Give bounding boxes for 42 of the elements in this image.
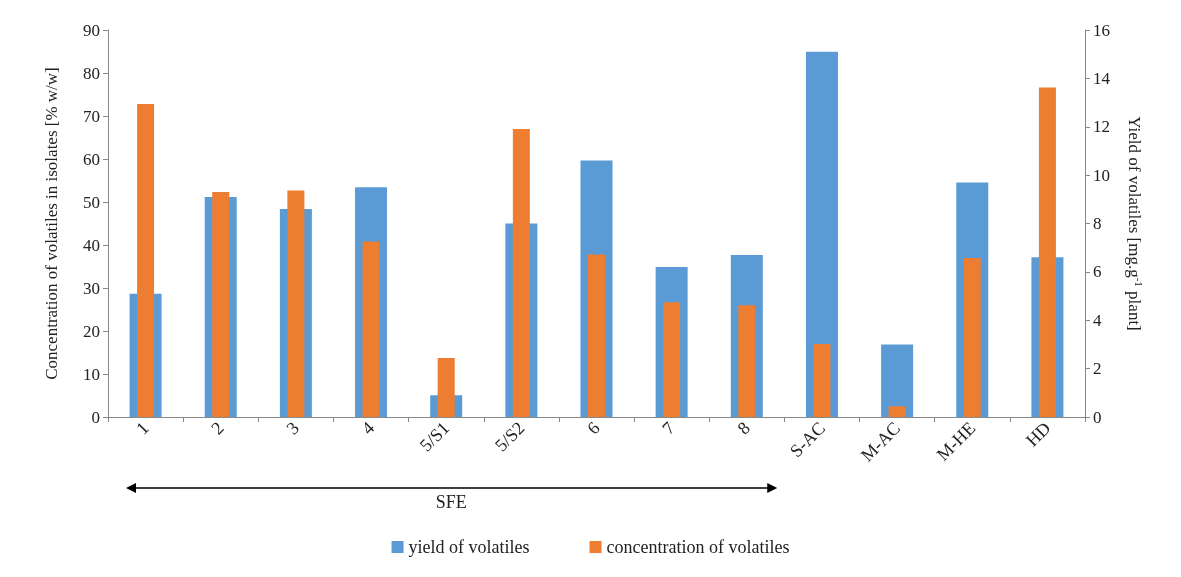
bar	[362, 241, 380, 417]
y-axis-title: Concentration of volatiles in isolates [% w/w]	[42, 67, 61, 380]
x-tick-label: 5/S2	[490, 417, 529, 456]
y-tick-label: 60	[83, 149, 100, 169]
x-tick-label: 7	[658, 417, 679, 439]
y-tick-label: 10	[83, 364, 100, 384]
bar	[888, 406, 906, 417]
y-tick-label: 20	[83, 321, 100, 341]
y2-tick-label: 16	[1093, 20, 1110, 40]
x-tick-label: 3	[282, 417, 303, 439]
y-tick-label: 80	[83, 63, 100, 83]
y2-tick-label: 4	[1093, 310, 1102, 330]
y-tick-label: 30	[83, 278, 100, 298]
x-tick-label: 5/S1	[415, 417, 454, 456]
y-tick-label: 90	[83, 20, 100, 40]
y2-tick-label: 10	[1093, 165, 1110, 185]
y2-tick-label: 8	[1093, 214, 1102, 233]
bar	[738, 305, 756, 417]
x-tick-label: 8	[733, 417, 754, 439]
y-tick-label: 70	[83, 106, 100, 126]
x-tick-label: HD	[1021, 417, 1055, 451]
bar	[881, 344, 914, 417]
y-tick-label: 40	[83, 235, 100, 255]
bar	[963, 257, 981, 417]
x-tick-label: 4	[357, 417, 379, 439]
legend-label: yield of volatiles	[408, 537, 530, 557]
x-tick-label: 1	[132, 417, 153, 439]
bar	[813, 343, 831, 417]
text: SFE	[434, 492, 468, 513]
y2-tick-label: 0	[1093, 407, 1102, 427]
y2-axis-title: Yield of volatiles [mg.g-1 plant]	[1125, 116, 1145, 331]
legend-label: concentration of volatiles	[606, 537, 790, 557]
y2-tick-label: 2	[1093, 359, 1102, 379]
y2-tick-label: 14	[1093, 68, 1111, 88]
y2-tick-label: 6	[1093, 262, 1102, 282]
y-tick-label: 50	[83, 192, 100, 212]
x-tick-label: 2	[207, 417, 228, 439]
bar	[588, 254, 605, 417]
x-tick-label: 6	[583, 417, 604, 439]
y-tick-label: 0	[91, 407, 100, 427]
y2-tick-label: 12	[1093, 117, 1110, 137]
bar	[663, 302, 681, 417]
